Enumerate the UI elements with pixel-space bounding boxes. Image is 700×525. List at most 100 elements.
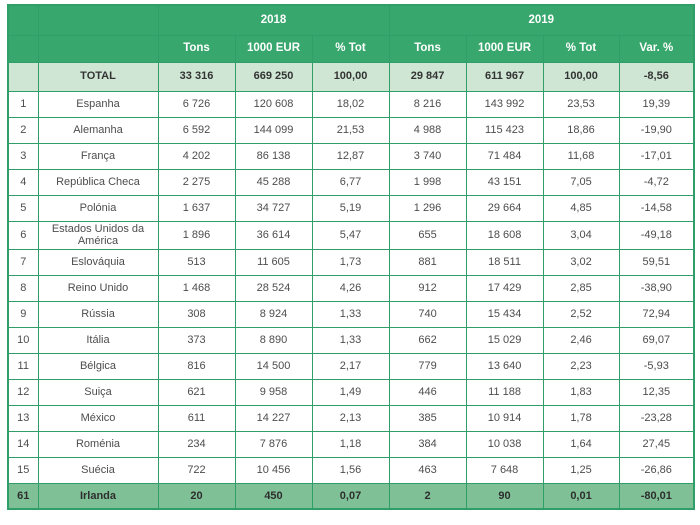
table-row: 61 Irlanda 20 450 0,07 2 90 0,01 -80,01 bbox=[7, 482, 695, 510]
country-cell: Rússia bbox=[37, 300, 159, 328]
table-row: 15 Suécia 722 10 456 1,56 463 7 648 1,25 -26,86 bbox=[7, 456, 695, 484]
value-cell: 8 890 bbox=[234, 326, 313, 354]
value-cell: 611 bbox=[157, 404, 236, 432]
country-cell: Roménia bbox=[37, 430, 159, 458]
value-cell: 2,46 bbox=[542, 326, 620, 354]
value-cell: 1,33 bbox=[311, 300, 390, 328]
value-cell: -14,58 bbox=[618, 194, 695, 222]
value-cell: 722 bbox=[157, 456, 236, 484]
value-cell: 1,83 bbox=[542, 378, 620, 406]
rank-cell: 6 bbox=[7, 220, 39, 250]
value-cell: 12,87 bbox=[311, 142, 390, 170]
value-cell: 0,07 bbox=[311, 482, 390, 510]
table-row: 5 Polónia 1 637 34 727 5,19 1 296 29 664 4,85 -1… bbox=[7, 194, 695, 222]
value-cell: 6,77 bbox=[311, 168, 390, 196]
col-header-pct-2019: % Tot bbox=[542, 34, 620, 63]
value-cell: 18 608 bbox=[465, 220, 544, 250]
value-cell: 86 138 bbox=[234, 142, 313, 170]
value-cell: 71 484 bbox=[465, 142, 544, 170]
value-cell: -80,01 bbox=[618, 482, 695, 510]
total-row: TOTAL 33 316 669 250 100,00 29 847 611 9… bbox=[7, 61, 695, 92]
value-cell: 27,45 bbox=[618, 430, 695, 458]
value-cell: -26,86 bbox=[618, 456, 695, 484]
value-cell: -4,72 bbox=[618, 168, 695, 196]
value-cell: 3,02 bbox=[542, 248, 620, 276]
col-header-eur-2018: 1000 EUR bbox=[234, 34, 313, 63]
value-cell: 1 998 bbox=[388, 168, 467, 196]
value-cell: 14 227 bbox=[234, 404, 313, 432]
col-header-var-pct: Var. % bbox=[618, 34, 695, 63]
value-cell: 143 992 bbox=[465, 90, 544, 118]
value-cell: 18 511 bbox=[465, 248, 544, 276]
rank-cell bbox=[7, 61, 39, 92]
country-cell: Eslováquia bbox=[37, 248, 159, 276]
value-cell: 2,23 bbox=[542, 352, 620, 380]
value-cell: 1 296 bbox=[388, 194, 467, 222]
value-cell: 9 958 bbox=[234, 378, 313, 406]
value-cell: 20 bbox=[157, 482, 236, 510]
year-2018-header: 2018 bbox=[157, 4, 390, 36]
value-cell: 6 592 bbox=[157, 116, 236, 144]
value-cell: -17,01 bbox=[618, 142, 695, 170]
rank-cell: 3 bbox=[7, 142, 39, 170]
value-cell: 144 099 bbox=[234, 116, 313, 144]
value-cell: 8 216 bbox=[388, 90, 467, 118]
rank-cell: 4 bbox=[7, 168, 39, 196]
table-body: TOTAL 33 316 669 250 100,00 29 847 611 9… bbox=[7, 61, 695, 510]
value-cell: 740 bbox=[388, 300, 467, 328]
col-header-tons-2018: Tons bbox=[157, 34, 236, 63]
value-cell: 120 608 bbox=[234, 90, 313, 118]
value-cell: 10 914 bbox=[465, 404, 544, 432]
table-row: 1 Espanha 6 726 120 608 18,02 8 216 143 992 23,… bbox=[7, 90, 695, 118]
value-cell: 28 524 bbox=[234, 274, 313, 302]
value-cell: 45 288 bbox=[234, 168, 313, 196]
rank-cell: 8 bbox=[7, 274, 39, 302]
value-cell: 8 924 bbox=[234, 300, 313, 328]
value-cell: 2 bbox=[388, 482, 467, 510]
country-cell: Reino Unido bbox=[37, 274, 159, 302]
table-header: 2018 2019 Tons 1000 EUR % Tot Tons 1000 … bbox=[7, 4, 695, 63]
export-stats-table-container: 2018 2019 Tons 1000 EUR % Tot Tons 1000 … bbox=[7, 4, 696, 511]
country-cell: Irlanda bbox=[37, 482, 159, 510]
export-stats-table: 2018 2019 Tons 1000 EUR % Tot Tons 1000 … bbox=[7, 4, 696, 511]
value-cell: 100,00 bbox=[311, 61, 390, 92]
value-cell: 59,51 bbox=[618, 248, 695, 276]
value-cell: 10 456 bbox=[234, 456, 313, 484]
year-header-row: 2018 2019 bbox=[7, 4, 695, 36]
corner-cell bbox=[7, 4, 39, 36]
value-cell: 611 967 bbox=[465, 61, 544, 92]
corner-cell bbox=[7, 34, 39, 63]
value-cell: 2,52 bbox=[542, 300, 620, 328]
value-cell: 912 bbox=[388, 274, 467, 302]
table-row: 9 Rússia 308 8 924 1,33 740 15 434 2,52 72,94 bbox=[7, 300, 695, 328]
value-cell: 10 038 bbox=[465, 430, 544, 458]
value-cell: 69,07 bbox=[618, 326, 695, 354]
value-cell: 23,53 bbox=[542, 90, 620, 118]
value-cell: 7 876 bbox=[234, 430, 313, 458]
value-cell: -19,90 bbox=[618, 116, 695, 144]
value-cell: 234 bbox=[157, 430, 236, 458]
table-row: 4 República Checa 2 275 45 288 6,77 1 998 43 1… bbox=[7, 168, 695, 196]
value-cell: 19,39 bbox=[618, 90, 695, 118]
corner-cell bbox=[37, 4, 159, 36]
rank-cell: 10 bbox=[7, 326, 39, 354]
rank-cell: 1 bbox=[7, 90, 39, 118]
value-cell: 1,25 bbox=[542, 456, 620, 484]
value-cell: -38,90 bbox=[618, 274, 695, 302]
value-cell: 18,86 bbox=[542, 116, 620, 144]
table-row: 14 Roménia 234 7 876 1,18 384 10 038 1,64 27,45 bbox=[7, 430, 695, 458]
value-cell: 1,56 bbox=[311, 456, 390, 484]
value-cell: 3 740 bbox=[388, 142, 467, 170]
value-cell: 385 bbox=[388, 404, 467, 432]
rank-cell: 13 bbox=[7, 404, 39, 432]
value-cell: 5,47 bbox=[311, 220, 390, 250]
value-cell: 881 bbox=[388, 248, 467, 276]
value-cell: 36 614 bbox=[234, 220, 313, 250]
country-cell: Suiça bbox=[37, 378, 159, 406]
rank-cell: 2 bbox=[7, 116, 39, 144]
value-cell: 29 847 bbox=[388, 61, 467, 92]
rank-cell: 14 bbox=[7, 430, 39, 458]
column-header-row: Tons 1000 EUR % Tot Tons 1000 EUR % Tot … bbox=[7, 34, 695, 63]
rank-cell: 5 bbox=[7, 194, 39, 222]
value-cell: 15 029 bbox=[465, 326, 544, 354]
